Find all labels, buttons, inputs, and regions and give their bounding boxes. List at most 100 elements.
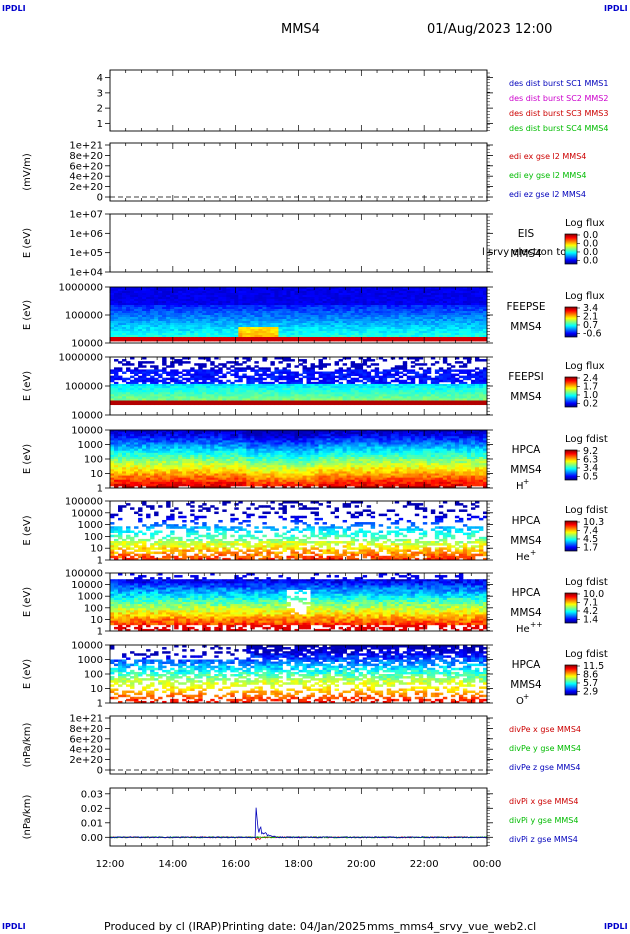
- hpca_h-spectrogram: [110, 430, 487, 488]
- edi-legend-entry: edi ey gse l2 MMS4: [509, 171, 587, 180]
- mission-title: MMS4: [281, 22, 320, 37]
- hpca_h-ytick: 1: [97, 484, 103, 495]
- feepsi-ytick: 10000: [71, 411, 103, 422]
- feepsi-colorbar-tick: 2.4: [583, 373, 598, 384]
- corner-label-top-left: IPDLI: [2, 4, 26, 13]
- corner-label-top-right: IPDLI: [604, 4, 628, 13]
- eis-frame: [109, 213, 488, 273]
- hpca_o-colorbar-tick: 8.6: [583, 669, 598, 680]
- feepse-colorbar-tick: -0.6: [583, 328, 602, 339]
- divpi-ytick: 0.01: [81, 818, 103, 829]
- hpca_o-ylabel: E (eV): [22, 659, 33, 689]
- hpca_he-ytick: 1: [97, 556, 103, 567]
- hpca_h-colorbar-tick: 3.4: [583, 463, 598, 474]
- hpca_he-ytick: 100000: [65, 497, 103, 508]
- divpe-ytick: 8e+20: [69, 724, 103, 735]
- hpca_hepp-ytick: 1000: [78, 592, 103, 603]
- eis-colorbar-tick: 0.0: [583, 247, 598, 258]
- burst-legend-entry: des dist burst SC3 MMS3: [509, 109, 608, 118]
- eis-ytick: 1e+05: [69, 248, 103, 259]
- hpca_he-species-charge: +: [530, 548, 536, 557]
- feepsi-ylabel: E (eV): [22, 371, 33, 401]
- hpca_hepp-instrument-label: HPCA: [512, 587, 542, 599]
- footer-producer: Produced by cl (IRAP): [104, 920, 222, 933]
- hpca_hepp-colorbar-tick: 4.2: [583, 606, 598, 617]
- feepse-ytick: 1000000: [58, 283, 103, 294]
- divpe-ylabel: (nPa/km): [22, 723, 33, 768]
- hpca_h-colorbar-tick: 0.5: [583, 471, 598, 482]
- feepse-spacecraft-label: MMS4: [510, 321, 542, 333]
- burst-frame: [109, 69, 488, 132]
- hpca_h-colorbar: [564, 449, 578, 481]
- feepsi-ytick: 100000: [65, 382, 103, 393]
- hpca_o-ytick: 1000: [78, 655, 103, 666]
- hpca_he-spacecraft-label: MMS4: [510, 535, 542, 547]
- hpca_h-ytick: 100: [84, 455, 103, 466]
- burst-legend-entry: des dist burst SC2 MMS2: [509, 94, 608, 103]
- eis-instrument-label: EIS: [518, 228, 535, 240]
- hpca_he-colorbar-tick: 10.3: [583, 517, 604, 528]
- hpca_o-colorbar: [564, 664, 578, 696]
- feepsi-spacecraft-label: MMS4: [510, 391, 542, 403]
- burst-ytick: 3: [97, 88, 103, 99]
- hpca_o-ytick: 100: [84, 670, 103, 681]
- eis-colorbar: [564, 233, 578, 265]
- divpe-ytick: 6e+20: [69, 734, 103, 745]
- feepse-instrument-label: FEEPSE: [507, 301, 546, 313]
- hpca_o-colorbar-title: Log fdist: [565, 649, 608, 660]
- datetime-title: 01/Aug/2023 12:00: [427, 22, 553, 37]
- corner-label-bottom-left: IPDLI: [2, 922, 26, 931]
- hpca_hepp-ytick: 100: [84, 603, 103, 614]
- eis-colorbar-title: Log flux: [565, 218, 605, 229]
- edi-ytick: 4e+20: [69, 172, 103, 183]
- hpca_hepp-colorbar-tick: 7.1: [583, 597, 598, 608]
- burst-legend-entry: des dist burst SC1 MMS1: [509, 79, 608, 88]
- hpca_h-ytick: 10000: [71, 426, 103, 437]
- feepse-colorbar-tick: 0.7: [583, 320, 598, 331]
- hpca_hepp-species-charge: ++: [530, 620, 543, 629]
- eis-ytick: 1e+04: [69, 268, 103, 279]
- feepsi-spectrogram: [110, 357, 487, 406]
- hpca_he-colorbar-title: Log fdist: [565, 505, 608, 516]
- hpca_hepp-colorbar-title: Log fdist: [565, 577, 608, 588]
- eis-colorbar-tick: 0.0: [583, 255, 598, 266]
- feepsi-colorbar-tick: 0.2: [583, 398, 598, 409]
- corner-label-bottom-right: IPDLI: [604, 922, 628, 931]
- burst-legend-entry: des dist burst SC4 MMS4: [509, 124, 608, 133]
- eis-ylabel: E (eV): [22, 228, 33, 258]
- hpca_hepp-colorbar-tick: 1.4: [583, 614, 598, 625]
- hpca_h-colorbar-title: Log fdist: [565, 434, 608, 445]
- feepse-ytick: 10000: [71, 339, 103, 350]
- hpca_he-colorbar-tick: 1.7: [583, 542, 598, 553]
- divpe-ytick: 0: [97, 766, 103, 777]
- x-tick-label: 16:00: [221, 859, 250, 870]
- edi-ytick: 0: [97, 193, 103, 204]
- divpi-ylabel: (nPa/km): [22, 795, 33, 840]
- feepse-colorbar-tick: 2.1: [583, 311, 598, 322]
- divpi-legend-entry: divPi z gse MMS4: [509, 835, 578, 844]
- divpe-ytick: 4e+20: [69, 745, 103, 756]
- hpca_h-colorbar-tick: 9.2: [583, 446, 598, 457]
- x-tick-label: 00:00: [473, 859, 502, 870]
- hpca_he-instrument-label: HPCA: [512, 515, 542, 527]
- hpca_o-colorbar-tick: 5.7: [583, 678, 598, 689]
- hpca_he-colorbar: [564, 520, 578, 552]
- hpca_o-species-charge: +: [523, 692, 529, 701]
- eis-ytick: 1e+06: [69, 229, 103, 240]
- hpca_hepp-colorbar: [564, 592, 578, 624]
- hpca_h-ytick: 1000: [78, 440, 103, 451]
- divpe-frame: [109, 715, 488, 775]
- burst-ytick: 1: [97, 119, 103, 130]
- eis-colorbar-tick: 0.0: [583, 230, 598, 241]
- divpi-ytick: 0.02: [81, 804, 103, 815]
- edi-legend-entry: edi ex gse l2 MMS4: [509, 152, 586, 161]
- hpca_o-ytick: 10: [90, 684, 103, 695]
- hpca_h-colorbar-tick: 6.3: [583, 454, 598, 465]
- x-tick-label: 20:00: [347, 859, 376, 870]
- hpca_he-ytick: 1000: [78, 520, 103, 531]
- hpca_h-species-label: H: [516, 481, 524, 492]
- edi-ylabel: (mV/m): [22, 153, 33, 191]
- divpi-ytick: 0.03: [81, 789, 103, 800]
- hpca_he-ylabel: E (eV): [22, 515, 33, 545]
- hpca_h-instrument-label: HPCA: [512, 444, 542, 456]
